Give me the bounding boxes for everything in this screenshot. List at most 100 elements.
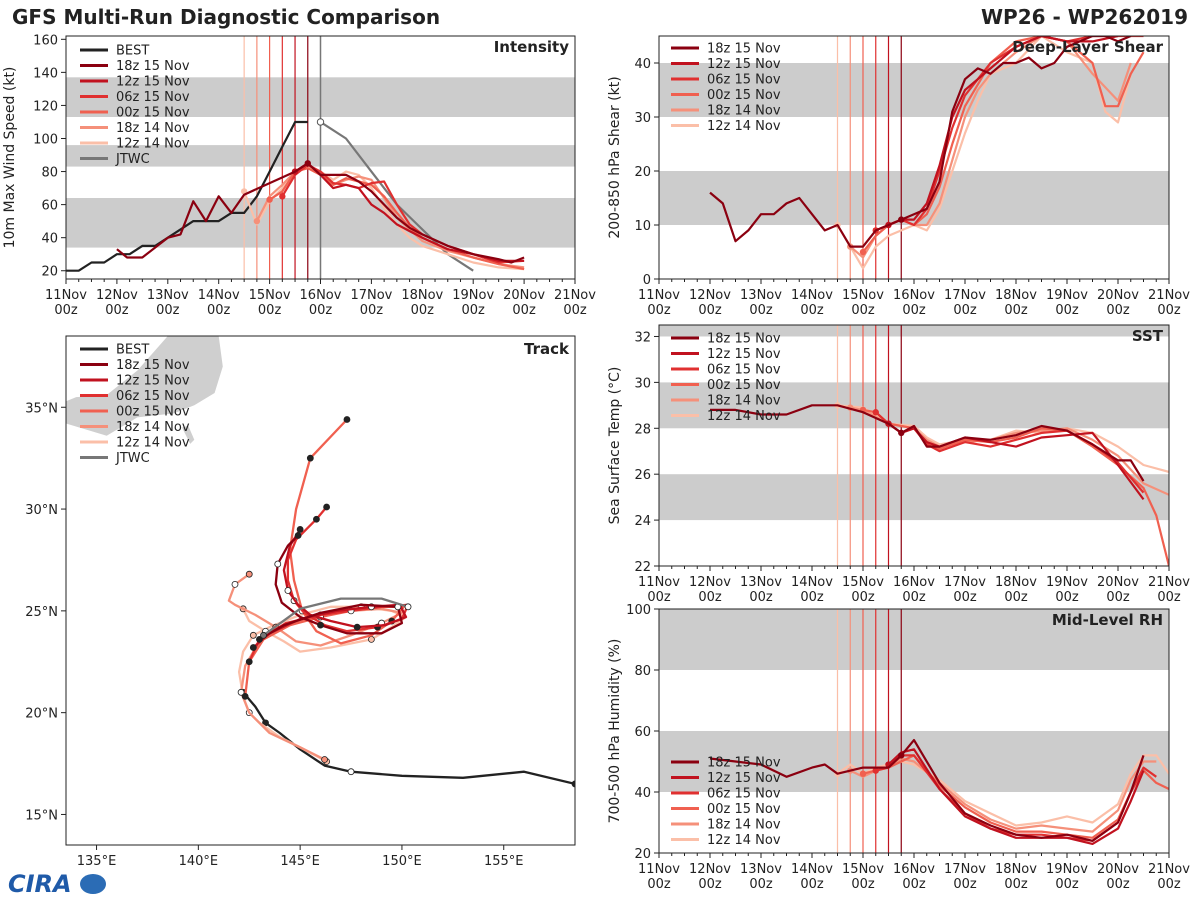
rh-xtick-label: 14Nov <box>791 862 833 877</box>
intensity-xtick-label: 20Nov <box>503 288 545 303</box>
track-marker <box>245 658 253 666</box>
page-title: GFS Multi-Run Diagnostic Comparison <box>12 5 440 29</box>
shear-series-12z-15-Nov <box>888 36 1119 227</box>
intensity-series-18z-15-Nov <box>116 162 525 264</box>
track-xtick-label: 150°E <box>382 854 422 869</box>
rh-xtick-sublabel: 00z <box>953 877 977 892</box>
shear-marker-18z-15-Nov <box>898 216 905 223</box>
shear-band-0 <box>659 171 1169 225</box>
intensity-xtick-label: 17Nov <box>350 288 392 303</box>
rh-xtick-sublabel: 00z <box>1004 877 1028 892</box>
track-legend-label: 12z 14 Nov <box>116 436 190 451</box>
cira-logo-globe-icon <box>80 874 106 894</box>
track-marker <box>306 454 314 462</box>
sst-legend-label: 12z 15 Nov <box>707 347 781 362</box>
shear-legend-label: 18z 14 Nov <box>707 104 781 119</box>
sst-band-0 <box>659 474 1169 521</box>
intensity-marker-JTWC <box>316 118 325 126</box>
shear-xtick-sublabel: 00z <box>1106 303 1130 318</box>
rh-ylabel: 700-500 hPa Humidity (%) <box>607 639 623 824</box>
track-legend-label: 06z 15 Nov <box>116 389 190 404</box>
intensity-ytick-label: 80 <box>41 166 58 181</box>
intensity-xtick-sublabel: 00z <box>563 303 587 318</box>
sst-xtick-label: 15Nov <box>842 575 884 590</box>
track-ytick-label: 20°N <box>25 707 58 722</box>
rh-xtick-sublabel: 00z <box>698 877 722 892</box>
rh-ytick-label: 100 <box>626 603 651 618</box>
shear-xtick-label: 18Nov <box>995 288 1037 303</box>
sst-xtick-label: 14Nov <box>791 575 833 590</box>
track-ytick-label: 30°N <box>25 503 58 518</box>
track-marker <box>343 416 351 423</box>
rh-xtick-label: 18Nov <box>995 862 1037 877</box>
intensity-xtick-label: 19Nov <box>452 288 494 303</box>
shear-xtick-label: 11Nov <box>638 288 680 303</box>
track-marker <box>321 756 328 763</box>
sst-xtick-sublabel: 00z <box>1157 590 1181 605</box>
intensity-ylabel: 10m Max Wind Speed (kt) <box>2 67 18 249</box>
shear-xtick-sublabel: 00z <box>647 303 671 318</box>
sst-ytick-label: 24 <box>634 514 651 529</box>
track-xtick-label: 140°E <box>179 854 219 869</box>
sst-xtick-sublabel: 00z <box>698 590 722 605</box>
rh-legend-label: 00z 15 Nov <box>707 802 781 817</box>
shear-xtick-sublabel: 00z <box>1157 303 1181 318</box>
rh-legend-label: 12z 14 Nov <box>707 833 781 848</box>
shear-ytick-label: 20 <box>634 165 651 180</box>
track-marker <box>274 560 282 568</box>
rh-plot-area <box>659 609 1169 853</box>
track-series-18z-15-Nov <box>258 534 404 641</box>
track-xtick-label: 135°E <box>77 854 117 869</box>
track-marker <box>571 780 575 788</box>
rh-marker-06z-15-Nov <box>872 767 879 774</box>
intensity-series-BEST <box>66 120 308 272</box>
intensity-xtick-sublabel: 00z <box>411 303 435 318</box>
shear-legend-label: 18z 15 Nov <box>707 42 781 57</box>
track-series-06z-15-Nov <box>248 506 410 663</box>
sst-plot-area <box>659 325 1169 566</box>
rh-xtick-label: 21Nov <box>1148 862 1190 877</box>
track-marker <box>353 623 361 631</box>
intensity-xtick-sublabel: 00z <box>462 303 486 318</box>
shear-xtick-sublabel: 00z <box>902 303 926 318</box>
sst-xtick-sublabel: 00z <box>1055 590 1079 605</box>
rh-legend-label: 18z 15 Nov <box>707 756 781 771</box>
shear-xtick-sublabel: 00z <box>800 303 824 318</box>
track-series-12z-15-Nov <box>252 528 408 649</box>
rh-series-12z-15-Nov <box>887 748 1145 846</box>
intensity-series-JTWC <box>319 121 474 272</box>
intensity-xtick-sublabel: 00z <box>207 303 231 318</box>
cira-logo-text: CIRA <box>8 870 72 898</box>
track-legend-label: 18z 14 Nov <box>116 420 190 435</box>
rh-series-18z-15-Nov <box>709 738 1145 842</box>
sst-xtick-label: 21Nov <box>1148 575 1190 590</box>
track-marker <box>367 635 375 643</box>
shear-legend-label: 12z 15 Nov <box>707 57 781 72</box>
track-xtick-label: 145°E <box>280 854 320 869</box>
rh-xtick-sublabel: 00z <box>647 877 671 892</box>
track-marker <box>296 526 304 533</box>
intensity-ytick-label: 20 <box>41 265 58 280</box>
intensity-legend-label: BEST <box>116 44 149 59</box>
rh-ytick-label: 20 <box>634 847 651 862</box>
sst-xtick-sublabel: 00z <box>1004 590 1028 605</box>
cira-logo: CIRA <box>8 870 106 898</box>
shear-title: Deep-Layer Shear <box>1012 38 1163 56</box>
intensity-marker-18z-15-Nov <box>304 160 311 167</box>
rh-xtick-label: 13Nov <box>740 862 782 877</box>
track-marker <box>237 688 245 696</box>
storm-id: WP26 - WP262019 <box>981 5 1188 29</box>
sst-title: SST <box>1132 327 1164 345</box>
intensity-xtick-sublabel: 00z <box>54 303 78 318</box>
track-series-00z-15-Nov <box>244 418 406 697</box>
rh-xtick-label: 11Nov <box>638 862 680 877</box>
sst-xtick-sublabel: 00z <box>953 590 977 605</box>
shear-xtick-label: 13Nov <box>740 288 782 303</box>
intensity-legend-label: 18z 14 Nov <box>116 121 190 136</box>
sst-xtick-label: 19Nov <box>1046 575 1088 590</box>
rh-band-1 <box>659 609 1169 670</box>
shear-series-18z-15-Nov <box>709 36 1132 248</box>
track-legend-label: BEST <box>116 343 149 358</box>
shear-xtick-label: 19Nov <box>1046 288 1088 303</box>
intensity-legend-label: 06z 15 Nov <box>116 90 190 105</box>
